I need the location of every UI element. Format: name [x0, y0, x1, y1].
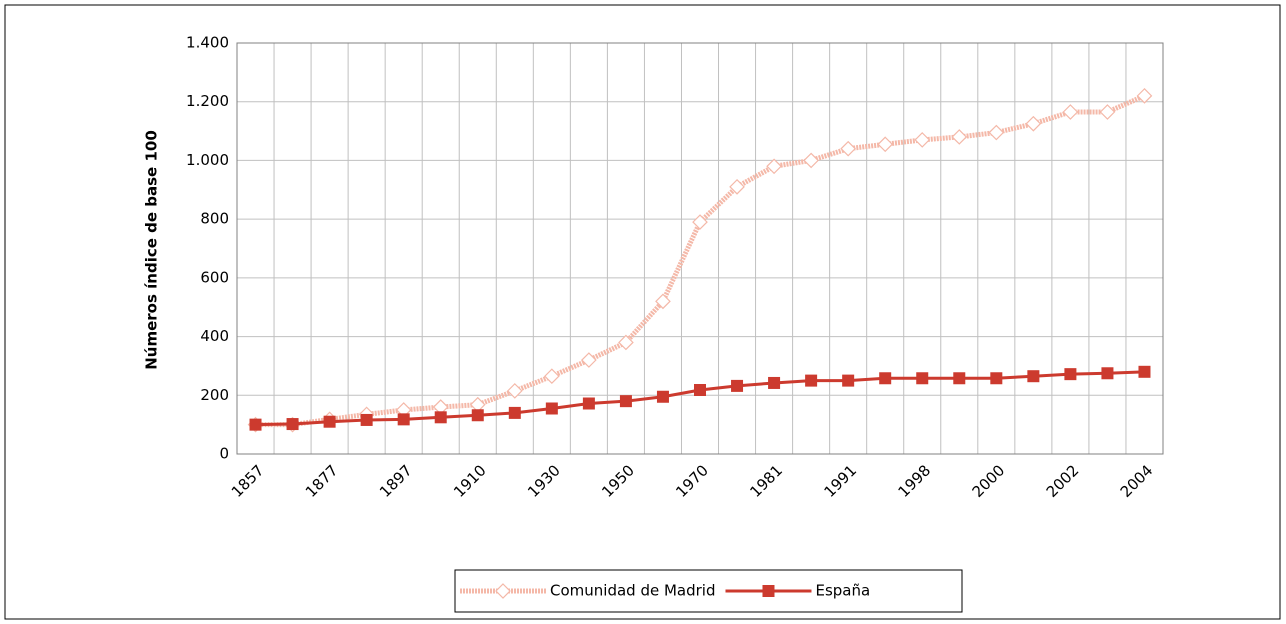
plot-border [236, 42, 1164, 455]
marker [1136, 87, 1153, 104]
legend-label: España [815, 582, 870, 600]
marker [766, 158, 782, 175]
marker [1099, 104, 1116, 120]
marker [1138, 365, 1151, 378]
marker [990, 372, 1003, 385]
marker [729, 179, 745, 195]
marker [506, 383, 523, 399]
y-axis-label: Números índice de base 100 [143, 130, 161, 370]
marker [916, 372, 929, 385]
marker [619, 395, 632, 408]
y-tick-label: 200 [200, 386, 229, 404]
legend-label: Comunidad de Madrid [550, 582, 715, 600]
marker [762, 585, 775, 597]
marker [582, 397, 595, 410]
legend: Comunidad de Madrid España [454, 569, 963, 613]
marker [988, 124, 1005, 141]
marker [618, 334, 634, 351]
marker [286, 418, 299, 431]
marker [545, 402, 558, 415]
marker [360, 413, 373, 426]
marker [543, 368, 560, 385]
marker [471, 409, 484, 422]
marker [1101, 367, 1114, 380]
y-tick-label: 0 [219, 445, 229, 463]
marker [731, 379, 744, 392]
marker [914, 132, 931, 148]
marker [249, 418, 262, 431]
marker [495, 583, 511, 599]
marker [951, 129, 968, 145]
y-tick-label: 1.000 [186, 151, 229, 169]
y-tick-label: 800 [200, 210, 229, 228]
marker [1025, 115, 1042, 132]
marker [508, 406, 521, 419]
marker [397, 413, 410, 426]
marker [655, 293, 671, 310]
marker [1064, 368, 1077, 381]
y-tick-label: 400 [200, 327, 229, 345]
marker [803, 152, 819, 169]
marker [877, 136, 894, 153]
marker [323, 415, 336, 428]
marker [694, 384, 706, 397]
marker [768, 376, 781, 389]
marker [805, 374, 818, 387]
marker [840, 140, 857, 157]
marker [1062, 104, 1079, 120]
y-tick-label: 1.200 [186, 92, 229, 110]
marker [842, 374, 855, 387]
series [249, 365, 1151, 431]
marker [692, 214, 708, 230]
y-tick-label: 1.400 [186, 34, 229, 52]
marker [434, 411, 447, 424]
marker [879, 372, 892, 385]
marker [953, 372, 966, 385]
marker [581, 352, 597, 368]
y-tick-label: 600 [200, 268, 229, 286]
marker [1027, 370, 1040, 383]
marker [656, 390, 669, 403]
